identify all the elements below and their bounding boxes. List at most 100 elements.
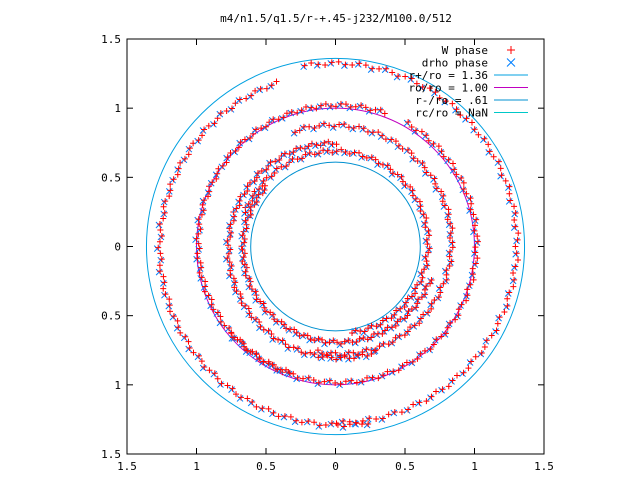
w-phase-point bbox=[425, 249, 432, 256]
w-phase-point bbox=[318, 102, 325, 109]
drho-phase-point bbox=[360, 329, 368, 336]
w-phase-point bbox=[329, 149, 336, 156]
drho-phase-point bbox=[431, 336, 439, 344]
w-phase-point bbox=[350, 124, 357, 131]
drho-phase-point bbox=[327, 60, 335, 67]
w-phase-point bbox=[332, 379, 339, 386]
w-phase-point bbox=[341, 121, 348, 128]
w-phase-point bbox=[435, 294, 442, 301]
w-phase-point bbox=[290, 149, 297, 156]
w-phase-point bbox=[470, 271, 477, 278]
w-phase-point bbox=[227, 221, 234, 228]
w-phase-point bbox=[302, 350, 309, 357]
w-phase-point bbox=[389, 69, 396, 76]
w-phase-point bbox=[293, 417, 300, 424]
w-phase-point bbox=[257, 323, 264, 330]
w-phase-point bbox=[362, 62, 369, 69]
drho-phase-point bbox=[408, 188, 415, 195]
drho-phase-point bbox=[267, 82, 275, 90]
drho-phase-point bbox=[440, 203, 448, 210]
w-phase-point bbox=[367, 107, 374, 114]
w-phase-point bbox=[438, 333, 445, 340]
w-phase-point bbox=[414, 355, 421, 362]
w-phase-point bbox=[402, 73, 409, 80]
w-phase-point bbox=[302, 151, 309, 158]
drho-phase-point bbox=[345, 355, 352, 363]
w-phase-point bbox=[337, 100, 344, 107]
w-phase-point bbox=[330, 337, 337, 344]
w-phase-point bbox=[321, 139, 328, 146]
w-phase-point bbox=[158, 256, 165, 263]
w-phase-point bbox=[278, 152, 285, 159]
w-phase-point bbox=[247, 134, 254, 141]
drho-phase-point bbox=[411, 128, 419, 135]
drho-phase-point bbox=[268, 362, 275, 370]
chart-title: m4/n1.5/q1.5/r-+.45-j232/M100.0/512 bbox=[220, 12, 452, 25]
drho-phase-point bbox=[341, 149, 348, 157]
w-phase-point bbox=[245, 201, 252, 208]
w-phase-point bbox=[414, 157, 421, 164]
w-phase-point bbox=[453, 106, 460, 113]
drho-phase-point bbox=[180, 156, 188, 164]
drho-phase-point bbox=[386, 137, 394, 144]
drho-phase-point bbox=[303, 418, 311, 426]
drho-phase-point bbox=[199, 364, 207, 372]
w-phase-point bbox=[424, 309, 431, 316]
w-phase-point bbox=[241, 239, 248, 246]
drho-phase-point bbox=[448, 378, 455, 385]
w-phase-point bbox=[364, 374, 371, 381]
drho-phase-point bbox=[246, 212, 254, 220]
w-phase-point bbox=[253, 351, 260, 358]
w-phase-point bbox=[166, 302, 173, 309]
drho-phase-point bbox=[246, 93, 254, 101]
drho-phase-point bbox=[328, 141, 335, 149]
drho-phase-point bbox=[159, 279, 167, 287]
drho-phase-point bbox=[421, 132, 429, 140]
drho-phase-point bbox=[432, 186, 440, 193]
w-phase-point bbox=[201, 363, 208, 370]
w-phase-point bbox=[463, 297, 470, 304]
w-phase-point bbox=[427, 280, 434, 287]
w-phase-point bbox=[447, 230, 454, 237]
w-phase-point bbox=[311, 337, 318, 344]
w-phase-point bbox=[226, 225, 233, 232]
w-phase-point bbox=[512, 263, 519, 270]
w-phase-point bbox=[424, 262, 431, 269]
drho-phase-point bbox=[232, 288, 239, 296]
w-phase-point bbox=[365, 325, 372, 332]
w-phase-point bbox=[232, 100, 239, 107]
w-phase-point bbox=[412, 195, 419, 202]
w-phase-point bbox=[421, 266, 428, 273]
w-phase-point bbox=[405, 118, 412, 125]
w-phase-point bbox=[247, 179, 254, 186]
drho-phase-point bbox=[310, 125, 317, 133]
w-phase-point bbox=[446, 234, 453, 241]
w-phase-point bbox=[269, 361, 276, 368]
w-phase-point bbox=[270, 335, 277, 342]
w-phase-point bbox=[253, 194, 260, 201]
w-phase-point bbox=[160, 285, 167, 292]
w-phase-point bbox=[197, 226, 204, 233]
drho-phase-point bbox=[245, 135, 253, 143]
w-phase-point bbox=[412, 127, 419, 134]
w-phase-point bbox=[229, 334, 236, 341]
w-phase-point bbox=[439, 386, 446, 393]
drho-phase-point bbox=[252, 351, 259, 359]
w-phase-point bbox=[195, 216, 202, 223]
drho-phase-point bbox=[226, 230, 234, 238]
w-phase-point bbox=[449, 100, 456, 107]
w-phase-point bbox=[356, 60, 363, 67]
w-phase-point bbox=[368, 322, 375, 329]
w-phase-point bbox=[195, 137, 202, 144]
w-phase-point bbox=[401, 332, 408, 339]
w-phase-point bbox=[213, 175, 220, 182]
drho-phase-point bbox=[160, 210, 168, 218]
w-phase-point bbox=[247, 204, 254, 211]
w-phase-point bbox=[358, 102, 365, 109]
w-phase-point bbox=[228, 229, 235, 236]
w-phase-point bbox=[182, 333, 189, 340]
drho-phase-point bbox=[427, 394, 434, 401]
w-phase-point bbox=[157, 226, 164, 233]
drho-phase-point bbox=[401, 300, 409, 307]
w-phase-point bbox=[261, 187, 268, 194]
